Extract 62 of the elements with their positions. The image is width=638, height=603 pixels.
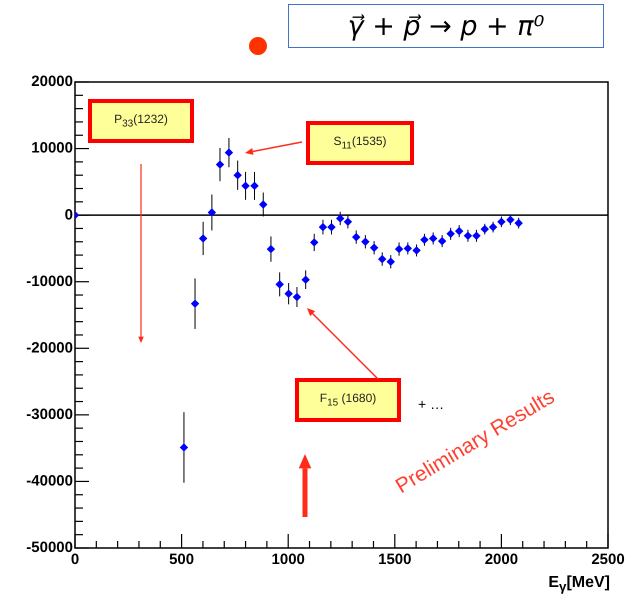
note-box: F$_{15}$ (1680) bbox=[295, 378, 401, 422]
note-box: S$_{11}$(1535) bbox=[306, 121, 414, 165]
point bbox=[420, 236, 428, 244]
point bbox=[429, 234, 438, 242]
y-tick-label: -20000 bbox=[26, 339, 73, 356]
x-tick-label: 2500 bbox=[591, 551, 625, 568]
y-tick-label: 20000 bbox=[31, 73, 73, 90]
x-tick-label: 1000 bbox=[272, 551, 305, 568]
point bbox=[352, 233, 360, 242]
x-axis-title: E$_{γ}$[MeV] bbox=[548, 574, 610, 594]
y-tick-label: -10000 bbox=[26, 272, 73, 290]
point bbox=[395, 245, 404, 254]
point bbox=[284, 290, 293, 298]
point bbox=[250, 182, 259, 190]
point bbox=[216, 160, 224, 169]
y-tick-label: 10000 bbox=[31, 140, 73, 157]
annotation: F$_{15}$ (1680) bbox=[320, 391, 376, 409]
point bbox=[242, 182, 250, 190]
point bbox=[344, 218, 352, 226]
chart-title: γ⃗ + p⃗ → p + π⁰ bbox=[288, 4, 604, 48]
point bbox=[446, 230, 455, 238]
annotation: P$_{33}$(1232) bbox=[114, 112, 168, 130]
point bbox=[489, 223, 498, 232]
x-tick-label: 2000 bbox=[484, 551, 518, 568]
point bbox=[224, 148, 233, 157]
point bbox=[292, 293, 301, 302]
point bbox=[378, 255, 386, 264]
point bbox=[276, 280, 284, 288]
point bbox=[208, 208, 216, 216]
point bbox=[234, 171, 242, 180]
point bbox=[199, 234, 208, 242]
annotation: + … bbox=[418, 396, 444, 412]
point bbox=[302, 276, 310, 284]
point bbox=[327, 223, 336, 232]
point bbox=[506, 216, 514, 224]
point bbox=[455, 227, 464, 236]
point bbox=[464, 232, 472, 240]
note-box: P$_{33}$(1232) bbox=[88, 99, 194, 143]
point bbox=[404, 244, 412, 252]
y-tick-label: -40000 bbox=[26, 472, 73, 490]
point bbox=[386, 258, 395, 266]
point bbox=[361, 238, 370, 246]
point bbox=[180, 443, 188, 452]
point bbox=[336, 214, 344, 222]
point bbox=[514, 219, 523, 228]
annotation: S$_{11}$(1535) bbox=[333, 134, 387, 152]
point bbox=[472, 232, 480, 240]
point bbox=[266, 245, 275, 254]
point bbox=[318, 223, 327, 232]
point bbox=[497, 218, 506, 226]
point bbox=[310, 238, 318, 246]
y-tick-label: 0 bbox=[64, 206, 73, 224]
point bbox=[191, 300, 200, 308]
y-tick-label: -30000 bbox=[26, 406, 73, 423]
point bbox=[480, 225, 489, 234]
x-tick-label: 1500 bbox=[378, 551, 412, 568]
point bbox=[412, 246, 421, 254]
point bbox=[259, 200, 268, 208]
y-tick-label: -50000 bbox=[26, 539, 73, 556]
point bbox=[370, 244, 378, 252]
point bbox=[438, 237, 446, 246]
x-tick-label: 500 bbox=[169, 551, 194, 568]
